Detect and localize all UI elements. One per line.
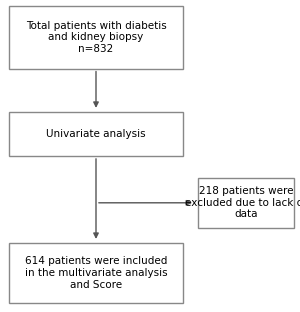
- FancyBboxPatch shape: [9, 6, 183, 69]
- Text: 614 patients were included
in the multivariate analysis
and Score: 614 patients were included in the multiv…: [25, 256, 167, 290]
- FancyBboxPatch shape: [198, 178, 294, 228]
- FancyBboxPatch shape: [9, 243, 183, 303]
- Text: Univariate analysis: Univariate analysis: [46, 129, 146, 139]
- Text: 218 patients were
excluded due to lack of
data: 218 patients were excluded due to lack o…: [185, 186, 300, 219]
- Text: Total patients with diabetis
and kidney biopsy
n=832: Total patients with diabetis and kidney …: [26, 21, 166, 54]
- FancyBboxPatch shape: [9, 112, 183, 156]
